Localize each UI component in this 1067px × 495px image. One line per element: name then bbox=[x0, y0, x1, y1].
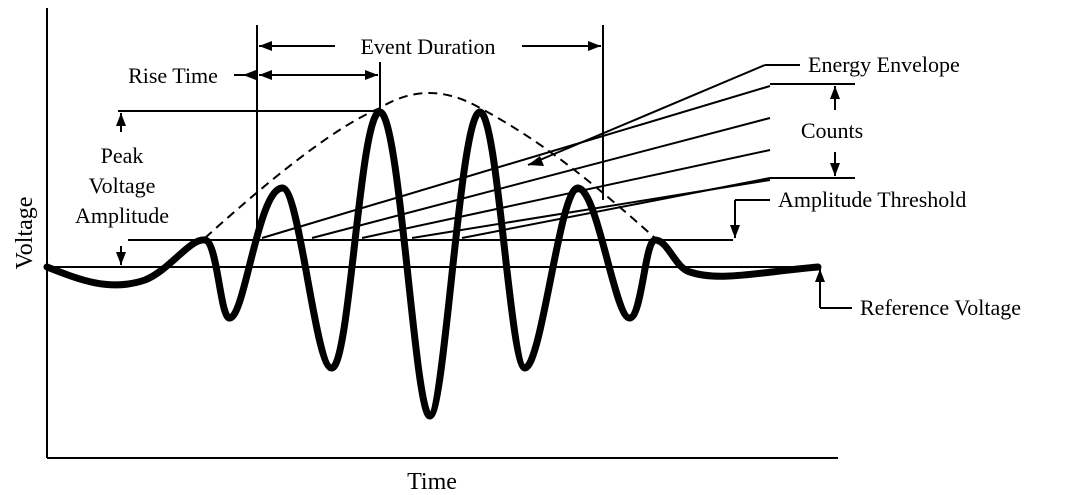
counts-label: Counts bbox=[801, 118, 863, 143]
rise-time-label: Rise Time bbox=[128, 63, 218, 88]
peak-arrowhead-bottom bbox=[116, 252, 126, 265]
event-duration-arrowhead-left bbox=[259, 41, 272, 51]
threshold-arrowhead bbox=[730, 225, 740, 238]
event-duration-arrowhead-right bbox=[588, 41, 601, 51]
x-axis-label: Time bbox=[407, 469, 457, 495]
count-line-5 bbox=[461, 177, 771, 239]
peak-voltage-label-line1: Peak bbox=[101, 143, 144, 168]
event-duration-label: Event Duration bbox=[360, 34, 495, 59]
counts-arrowhead-bottom bbox=[830, 163, 840, 176]
rise-time-arrowhead-left bbox=[243, 70, 256, 80]
peak-voltage-label-line3: Amplitude bbox=[75, 203, 169, 228]
count-line-1 bbox=[261, 85, 771, 239]
reference-voltage-label: Reference Voltage bbox=[860, 295, 1021, 320]
rise-time-arrowhead-left-inner bbox=[259, 70, 272, 80]
signal-waveform bbox=[43, 108, 822, 420]
count-line-3 bbox=[361, 149, 771, 239]
counts-arrowhead-top bbox=[830, 86, 840, 99]
peak-voltage-label-line2: Voltage bbox=[89, 173, 156, 198]
energy-envelope-label: Energy Envelope bbox=[808, 52, 960, 77]
reference-arrowhead bbox=[815, 269, 825, 282]
peak-arrowhead-top bbox=[116, 113, 126, 126]
rise-time-arrowhead-right bbox=[365, 70, 378, 80]
energy-envelope-arrowhead bbox=[528, 156, 544, 166]
count-line-2 bbox=[311, 117, 771, 239]
y-axis-label: Voltage bbox=[12, 197, 38, 270]
energy-envelope-leader bbox=[527, 64, 766, 166]
amplitude-threshold-label: Amplitude Threshold bbox=[778, 187, 966, 212]
